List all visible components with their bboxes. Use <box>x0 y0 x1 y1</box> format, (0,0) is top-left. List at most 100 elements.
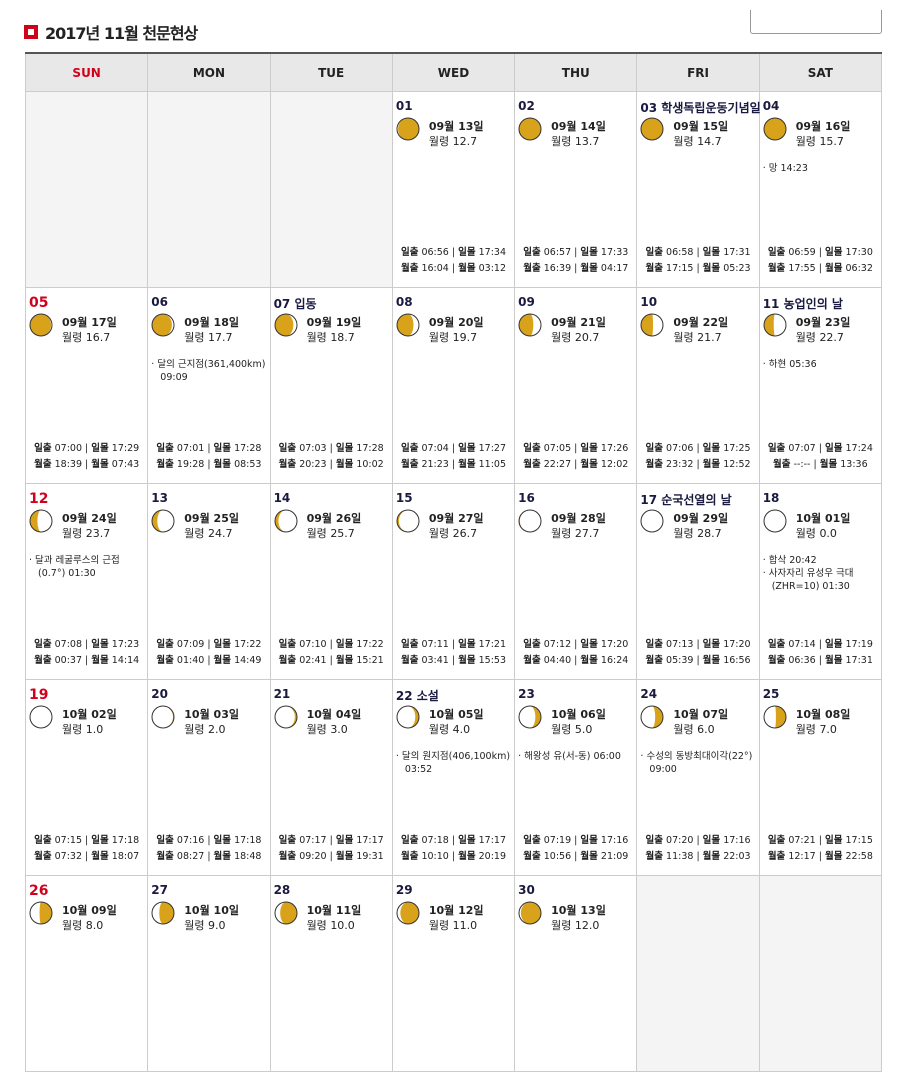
moon-phase-icon <box>396 705 420 729</box>
moon-age: 월령 27.7 <box>551 525 599 541</box>
moon-age-value: 16.7 <box>85 331 111 344</box>
moon-age-value: 20.7 <box>574 331 600 344</box>
weekday-header: SUN MON TUE WED THU FRI SAT <box>24 52 883 92</box>
moon-times: 월출 04:40 | 월몰 16:24 <box>523 655 629 666</box>
moonrise-label: 월출 <box>278 655 297 666</box>
lunar-date: 09월 18일 <box>184 316 239 329</box>
lunar-date: 09월 15일 <box>673 120 729 133</box>
lunar-date: 09월 21일 <box>551 316 606 329</box>
day-cell: 25 10월 08일 월령 7.0 일출 07:21 | 일몰 17:15 월출… <box>758 679 883 876</box>
moon-times: 월출 22:27 | 월몰 12:02 <box>523 459 629 470</box>
moonset-time: 12:02 <box>600 459 629 470</box>
moon-age-label: 월령 <box>673 135 694 148</box>
moonset-label: 월몰 <box>458 851 476 862</box>
sunset-label: 일몰 <box>580 835 598 846</box>
day-number: 21 <box>274 687 291 701</box>
moon-times: 월출 23:32 | 월몰 12:52 <box>645 459 751 470</box>
day-number-text: 08 <box>395 295 413 309</box>
sunset-time: 17:20 <box>600 639 629 650</box>
sunset-time: 17:23 <box>111 639 140 650</box>
day-number-text: 06 <box>151 295 168 309</box>
day-number-text: 15 <box>395 491 413 505</box>
sunset-label: 일몰 <box>458 639 476 650</box>
moon-age: 월령 23.7 <box>62 525 110 541</box>
moon-age-value: 9.0 <box>208 919 226 932</box>
moon-age-label: 월령 <box>795 135 816 148</box>
moon-age: 월령 11.0 <box>429 917 477 933</box>
moon-phase-icon <box>396 313 420 337</box>
event-text: 달의 원지점(406,100km) 03:52 <box>401 751 511 775</box>
event-list: · 해왕성 유(서-동) 06:00 <box>518 750 634 763</box>
moon-times: 월출 11:38 | 월몰 22:03 <box>645 851 751 862</box>
sunset-label: 일몰 <box>91 443 109 454</box>
rise-set-times: 일출 07:16 | 일몰 17:18 월출 08:27 | 월몰 18:48 <box>148 833 269 865</box>
sunrise-label: 일출 <box>34 835 52 846</box>
moon-age-value: 4.0 <box>452 723 471 736</box>
sunrise-time: 07:00 <box>54 443 83 454</box>
rise-set-times: 일출 07:04 | 일몰 17:27 월출 21:23 | 월몰 11:05 <box>393 441 514 473</box>
sun-times: 일출 07:18 | 일몰 17:17 <box>400 835 507 846</box>
moonset-time: 07:43 <box>111 459 140 470</box>
sunrise-label: 일출 <box>278 639 297 650</box>
moon-phase-icon <box>274 509 298 533</box>
sunrise-label: 일출 <box>767 639 786 650</box>
moon-age-value: 12.7 <box>452 135 478 148</box>
day-cell: 16 09월 28일 월령 27.7 일출 07:12 | 일몰 17:20 월… <box>514 483 638 680</box>
rise-set-times: 일출 07:05 | 일몰 17:26 월출 22:27 | 월몰 12:02 <box>515 441 636 473</box>
moon-age-label: 월령 <box>428 331 450 344</box>
moon-age-value: 6.0 <box>697 723 715 736</box>
day-number-text: 25 <box>762 687 780 701</box>
lunar-date: 10월 11일 <box>306 904 362 917</box>
lunar-date: 09월 23일 <box>795 316 851 329</box>
moonset-label: 월몰 <box>580 851 598 862</box>
moon-age: 월령 4.0 <box>429 721 470 737</box>
sunrise-time: 07:08 <box>54 639 83 650</box>
sunset-time: 17:29 <box>111 443 140 454</box>
moon-age-label: 월령 <box>673 527 694 540</box>
moon-age-label: 월령 <box>795 331 816 344</box>
moon-age-value: 0.0 <box>819 527 837 540</box>
day-cell: 06 09월 18일 월령 17.7 · 달의 근지점(361,400km) 09… <box>147 287 271 484</box>
moonrise-time: 17:55 <box>788 263 816 274</box>
sun-times: 일출 06:56 | 일몰 17:34 <box>400 247 507 258</box>
moon-age-label: 월령 <box>673 723 694 736</box>
moonrise-label: 월출 <box>645 459 663 470</box>
sunrise-time: 06:58 <box>666 247 694 258</box>
moon-times: 월출 --:-- | 월몰 13:36 <box>773 459 868 470</box>
moonrise-label: 월출 <box>767 263 786 274</box>
day-cell: 02 09월 14일 월령 13.7 일출 06:57 | 일몰 17:33 월… <box>514 91 638 288</box>
empty-cell <box>24 91 149 288</box>
sunset-time: 17:19 <box>845 639 873 650</box>
moon-age-label: 월령 <box>184 723 205 736</box>
sunset-time: 17:22 <box>234 639 262 650</box>
day-number-text: 03 <box>640 101 658 115</box>
moon-age: 월령 1.0 <box>62 721 103 737</box>
day-number: 27 <box>151 883 168 897</box>
weekday-sat: SAT <box>758 52 883 92</box>
day-number-text: 01 <box>395 99 413 113</box>
sunset-time: 17:24 <box>845 443 873 454</box>
moonrise-time: 07:32 <box>54 851 83 862</box>
moon-age-value: 27.7 <box>574 527 600 540</box>
moon-times: 월출 08:27 | 월몰 18:48 <box>156 851 262 862</box>
page-title-text: 2017년 11월 천문현상 <box>45 24 198 43</box>
moon-age-value: 25.7 <box>330 527 355 540</box>
sunset-label: 일몰 <box>458 443 476 454</box>
top-right-button[interactable] <box>750 10 882 34</box>
moon-phase-icon <box>640 117 664 141</box>
moonset-label: 월몰 <box>335 459 354 470</box>
moon-age-label: 월령 <box>428 919 450 932</box>
sunrise-label: 일출 <box>278 443 297 454</box>
sunset-time: 17:27 <box>478 443 507 454</box>
day-number-text: 21 <box>273 687 291 701</box>
sunset-label: 일몰 <box>335 639 354 650</box>
moonrise-label: 월출 <box>278 851 297 862</box>
moon-age: 월령 20.7 <box>551 329 599 345</box>
moonrise-time: 17:15 <box>666 263 694 274</box>
lunar-date: 09월 13일 <box>428 120 484 133</box>
sunset-label: 일몰 <box>580 443 598 454</box>
sunset-time: 17:16 <box>723 835 751 846</box>
rise-set-times: 일출 07:10 | 일몰 17:22 월출 02:41 | 월몰 15:21 <box>271 637 392 669</box>
moon-age-value: 23.7 <box>85 527 111 540</box>
moon-age-label: 월령 <box>551 331 572 344</box>
